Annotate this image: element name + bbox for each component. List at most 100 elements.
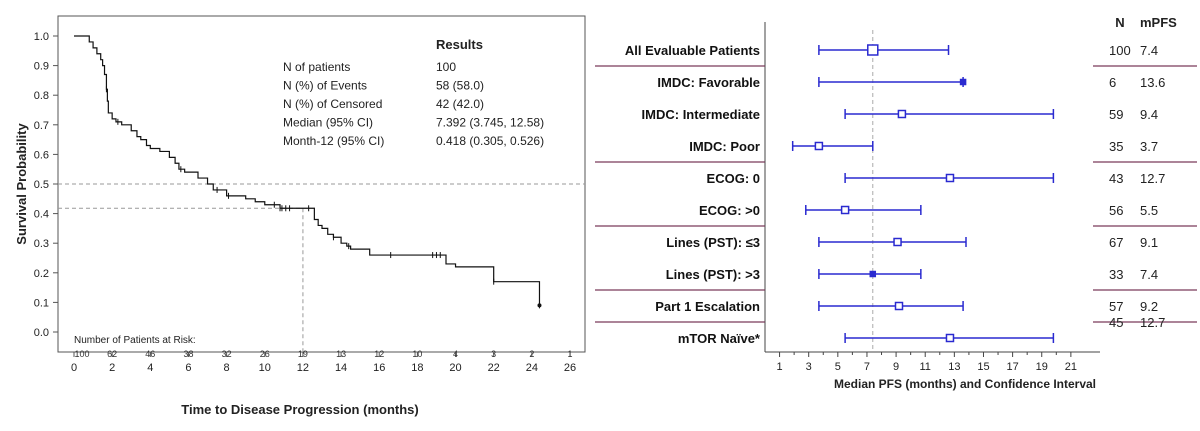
km-y-tick-label: 0.5 bbox=[34, 179, 49, 191]
km-x-tick-label: 12 bbox=[297, 362, 309, 374]
forest-n-value: 56 bbox=[1109, 203, 1123, 218]
km-at-risk-count: 62 bbox=[107, 349, 117, 359]
km-y-tick-label: 0.9 bbox=[34, 61, 49, 73]
km-results-table: N of patients 100 N (%) of Events 58 (58.0)… bbox=[283, 60, 544, 148]
forest-mpfs-value: 13.6 bbox=[1140, 75, 1165, 90]
km-x-tick-label: 8 bbox=[224, 362, 230, 374]
forest-x-tick-label: 13 bbox=[948, 361, 960, 373]
km-at-risk-label: Number of Patients at Risk: bbox=[74, 335, 196, 346]
forest-n-value: 45 bbox=[1109, 315, 1123, 330]
km-x-tick-label: 18 bbox=[411, 362, 423, 374]
km-result-value: 100 bbox=[436, 60, 456, 74]
km-x-ticks: 0 2 4 6 8 10 12 14 16 18 20 22 24 26 bbox=[71, 352, 576, 374]
forest-estimate-marker bbox=[869, 270, 877, 278]
forest-x-ticks: 1 3 5 7 9 11 13 15 17 19 21 bbox=[777, 352, 1077, 373]
km-results-heading: Results bbox=[436, 37, 483, 52]
km-x-tick-label: 20 bbox=[449, 362, 461, 374]
km-result-value: 58 (58.0) bbox=[436, 79, 484, 93]
forest-n-value: 6 bbox=[1109, 75, 1116, 90]
km-at-risk-count: 19 bbox=[298, 349, 308, 359]
forest-n-value: 35 bbox=[1109, 139, 1123, 154]
km-result-value: 42 (42.0) bbox=[436, 97, 484, 111]
forest-estimate-marker bbox=[893, 237, 902, 247]
forest-estimate-marker bbox=[867, 44, 879, 56]
km-at-risk-count: 2 bbox=[529, 349, 534, 359]
forest-x-tick-label: 1 bbox=[777, 361, 783, 373]
km-x-axis-label: Time to Disease Progression (months) bbox=[181, 402, 418, 417]
km-at-risk-count: 3 bbox=[491, 349, 496, 359]
forest-estimate-marker bbox=[945, 173, 955, 183]
km-at-risk-count: 38 bbox=[183, 349, 193, 359]
km-at-risk-count: 32 bbox=[222, 349, 232, 359]
forest-subgroup-label: Lines (PST): >3 bbox=[666, 267, 760, 282]
forest-mpfs-value: 7.4 bbox=[1140, 43, 1158, 58]
km-y-tick-label: 0.0 bbox=[34, 327, 49, 339]
forest-rows: All Evaluable Patients 100 7.4 IMDC: Favora… bbox=[625, 43, 1165, 346]
forest-x-tick-label: 19 bbox=[1036, 361, 1048, 373]
km-y-tick-label: 0.7 bbox=[34, 120, 49, 132]
km-y-tick-label: 1.0 bbox=[34, 31, 49, 43]
km-y-tick-label: 0.1 bbox=[34, 297, 49, 309]
km-plot-panel: Survival Probability Time to Disease Pro… bbox=[0, 0, 590, 426]
km-y-tick-label: 0.4 bbox=[34, 209, 49, 221]
forest-n-value: 33 bbox=[1109, 267, 1123, 282]
km-x-tick-label: 14 bbox=[335, 362, 347, 374]
km-at-risk-count: 13 bbox=[336, 349, 346, 359]
forest-estimate-marker bbox=[840, 205, 850, 215]
km-result-label: N (%) of Events bbox=[283, 79, 367, 93]
forest-subgroup-label: IMDC: Favorable bbox=[657, 75, 760, 90]
km-chart: Survival Probability Time to Disease Pro… bbox=[14, 15, 586, 417]
km-result-value: 7.392 (3.745, 12.58) bbox=[436, 116, 544, 130]
km-result-value: 0.418 (0.305, 0.526) bbox=[436, 134, 544, 148]
km-x-tick-label: 22 bbox=[488, 362, 500, 374]
km-y-axis-label: Survival Probability bbox=[14, 123, 29, 245]
forest-x-tick-label: 5 bbox=[835, 361, 841, 373]
km-curve-group bbox=[74, 35, 542, 309]
forest-subgroup-label: Lines (PST): ≤3 bbox=[666, 235, 760, 250]
km-x-tick-label: 16 bbox=[373, 362, 385, 374]
km-y-tick-label: 0.6 bbox=[34, 149, 49, 161]
km-reference-lines bbox=[58, 183, 585, 352]
forest-n-value: 57 bbox=[1109, 299, 1123, 314]
forest-subgroup-label: ECOG: 0 bbox=[707, 171, 760, 186]
forest-mpfs-value: 3.7 bbox=[1140, 139, 1158, 154]
forest-col-mpfs-header: mPFS bbox=[1140, 15, 1177, 30]
forest-plot-panel: N mPFS Median PFS (months) and Confidenc… bbox=[590, 0, 1200, 426]
km-result-label: N (%) of Censored bbox=[283, 97, 382, 111]
forest-estimate-marker bbox=[894, 301, 904, 311]
forest-subgroup-label: ECOG: >0 bbox=[699, 203, 760, 218]
forest-x-axis-label: Median PFS (months) and Confidence Inter… bbox=[834, 377, 1096, 391]
forest-x-tick-label: 9 bbox=[893, 361, 899, 373]
forest-x-tick-label: 3 bbox=[806, 361, 812, 373]
km-curve-end-point bbox=[537, 303, 542, 308]
km-y-tick-label: 0.3 bbox=[34, 238, 49, 250]
km-at-risk-row: 100 62 46 38 32 26 19 13 12 10 4 3 2 1 bbox=[74, 349, 572, 359]
forest-axes bbox=[764, 22, 1100, 353]
km-x-tick-label: 24 bbox=[526, 362, 538, 374]
forest-estimate-marker bbox=[945, 333, 955, 343]
km-at-risk-count: 26 bbox=[260, 349, 270, 359]
km-y-ticks: 1.0 0.9 0.8 0.7 0.6 0.5 0.4 0.3 0.2 0.1 0.0 bbox=[34, 31, 58, 339]
km-at-risk-count: 10 bbox=[412, 349, 422, 359]
km-y-tick-label: 0.2 bbox=[34, 268, 49, 280]
km-result-label: Median (95% CI) bbox=[283, 116, 373, 130]
forest-estimate-marker bbox=[814, 141, 824, 151]
forest-x-tick-label: 17 bbox=[1006, 361, 1018, 373]
forest-x-tick-label: 21 bbox=[1065, 361, 1077, 373]
forest-mpfs-value: 9.4 bbox=[1140, 107, 1158, 122]
forest-mpfs-value: 12.7 bbox=[1140, 171, 1165, 186]
forest-estimate-marker bbox=[959, 78, 967, 86]
km-y-tick-label: 0.8 bbox=[34, 90, 49, 102]
forest-n-value: 100 bbox=[1109, 43, 1131, 58]
forest-n-value: 43 bbox=[1109, 171, 1123, 186]
forest-subgroup-label: Part 1 Escalation bbox=[655, 299, 760, 314]
km-at-risk-count: 12 bbox=[374, 349, 384, 359]
km-result-label: N of patients bbox=[283, 60, 350, 74]
forest-group-dividers bbox=[595, 65, 1197, 323]
forest-subgroup-label: IMDC: Intermediate bbox=[642, 107, 760, 122]
km-x-tick-label: 26 bbox=[564, 362, 576, 374]
forest-n-value: 59 bbox=[1109, 107, 1123, 122]
forest-mpfs-value: 5.5 bbox=[1140, 203, 1158, 218]
forest-mpfs-value: 12.7 bbox=[1140, 315, 1165, 330]
forest-mpfs-value: 9.2 bbox=[1140, 299, 1158, 314]
